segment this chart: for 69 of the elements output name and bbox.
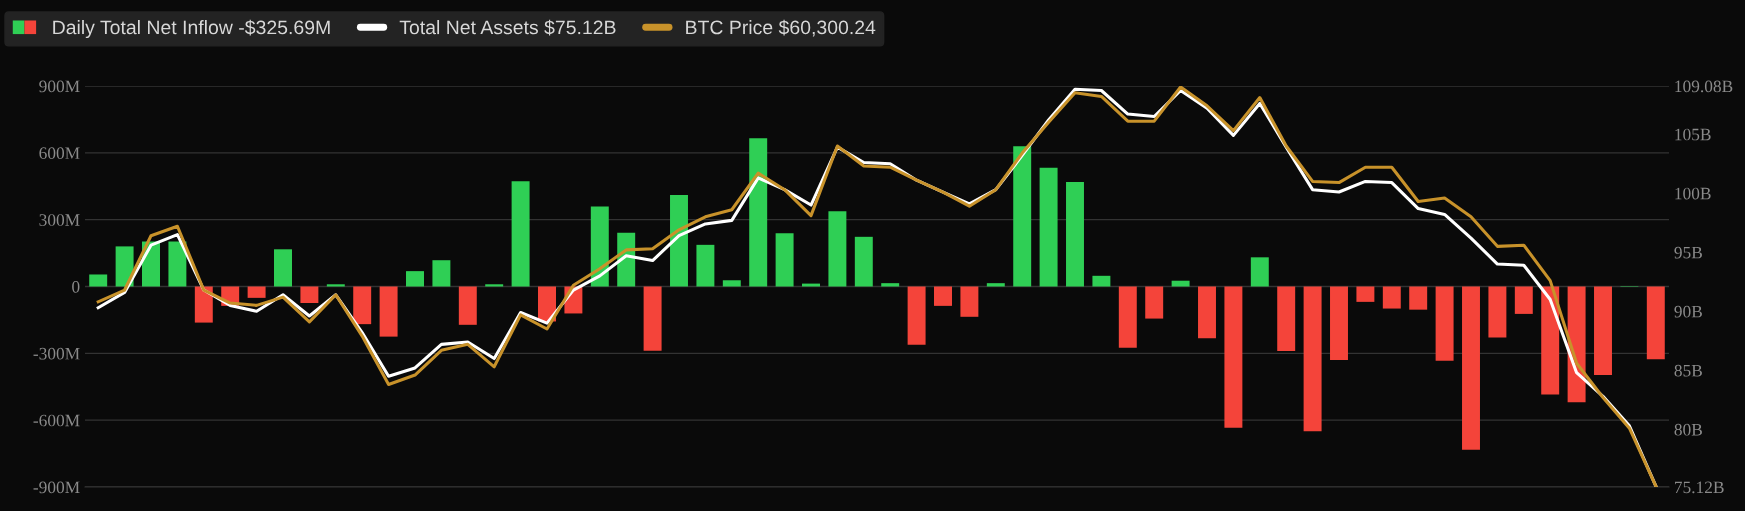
bar [300,286,319,303]
bar [1514,286,1533,314]
bar [696,244,715,287]
bar [1356,286,1375,302]
bar [406,271,424,287]
bar [353,286,372,325]
bar [1118,286,1137,348]
bar [89,274,108,287]
bar [511,181,530,287]
bar [1145,286,1164,319]
bar [934,286,952,306]
bar [1330,286,1348,361]
bar [590,206,609,287]
bar [643,286,662,351]
y2-tick-label: 109.08B [1675,80,1733,93]
bar [802,283,820,287]
y-tick-label: -300M [33,347,80,360]
bar [722,280,741,287]
bar [432,260,451,287]
bar [247,286,266,298]
y-tick-label: 300M [39,214,80,226]
bar [1066,182,1084,287]
bar [1488,286,1507,338]
bar [458,286,477,325]
y2-tick-label: 100B [1675,187,1711,200]
bar [1198,286,1216,339]
bar [326,284,345,287]
bar [1039,167,1058,287]
bar [1303,286,1322,432]
y2-tick-label: 85B [1674,364,1702,377]
y2-tick-label: 95B [1674,246,1702,259]
bar [1594,286,1612,375]
bar [881,283,900,287]
bar [1171,280,1190,287]
legend-label: Daily Total Net Inflow -$325.69M [53,19,330,39]
y2-tick-label: 90B [1674,305,1702,318]
bar [1382,286,1401,309]
bar [485,284,504,287]
bar [194,286,213,323]
y2-tick-label: 80B [1674,423,1702,436]
bar [854,236,873,287]
bar [775,233,794,287]
bar [1092,275,1111,287]
y-tick-label: 600M [39,147,80,160]
bar [1462,286,1480,450]
bar [274,249,292,287]
y2-tick-label: 105B [1675,128,1711,141]
bar [960,286,979,317]
bar [1646,286,1665,360]
bar [1224,286,1243,428]
bar [828,211,847,287]
bar [1013,146,1032,287]
bar [907,286,926,345]
y-tick-label: 900M [39,80,80,93]
legend-label: BTC Price $60,300.24 [686,19,876,37]
bar [1409,286,1428,310]
y-tick-label: -900M [33,481,80,494]
bar [749,138,768,287]
bar [670,194,688,287]
y-tick-label: -600M [33,414,80,427]
bar [1250,257,1269,287]
y-tick-label: 0 [72,280,80,293]
bar [168,241,187,287]
bar [1435,286,1454,361]
bar [379,286,398,337]
legend-label: Total Net Assets $75.12B [399,19,616,36]
bar [1277,286,1296,352]
y2-tick-label: 75.12B [1675,481,1724,494]
bar [986,283,1005,287]
